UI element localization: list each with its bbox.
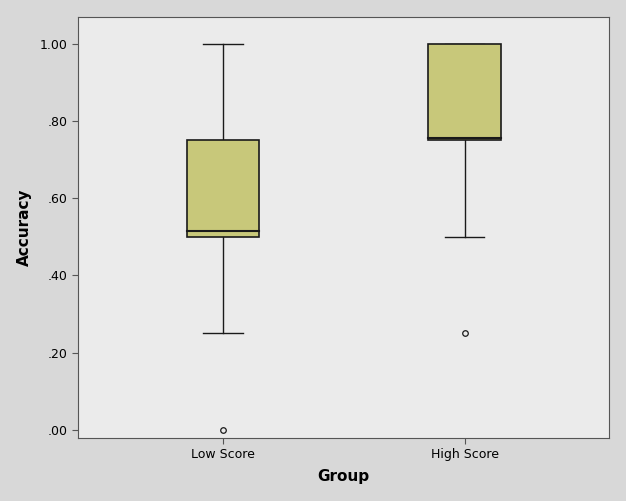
Bar	[428, 44, 501, 140]
Bar	[187, 140, 259, 237]
Y-axis label: Accuracy: Accuracy	[17, 188, 32, 266]
X-axis label: Group: Group	[318, 469, 370, 484]
